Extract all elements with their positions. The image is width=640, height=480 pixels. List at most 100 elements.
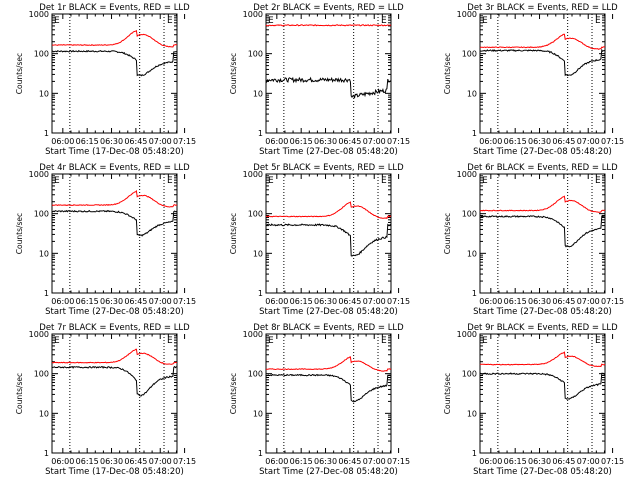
lld-series-line: [479, 33, 606, 50]
y-tick-label: 1000: [457, 10, 477, 19]
x-tick-label: 06:45: [338, 457, 361, 466]
panel-title: Det 2r BLACK = Events, RED = LLD: [253, 3, 404, 13]
x-axis-label: Start Time (17-Dec-08 05:48:20): [45, 147, 184, 157]
event-label: E: [595, 16, 601, 26]
lld-series-line: [51, 348, 178, 365]
y-tick-label: 10: [39, 409, 49, 418]
x-axis-label: Start Time (27-Dec-08 05:48:20): [45, 307, 184, 317]
y-tick-label: 1000: [457, 170, 477, 179]
panel-title: Det 1r BLACK = Events, RED = LLD: [39, 3, 190, 13]
x-tick-label: 06:45: [552, 297, 575, 306]
panel-title: Det 7r BLACK = Events, RED = LLD: [39, 323, 190, 333]
x-tick-label: 06:00: [265, 297, 288, 306]
x-tick-label: 07:15: [173, 137, 196, 146]
event-label: E: [167, 176, 173, 186]
panel-title: Det 9r BLACK = Events, RED = LLD: [467, 323, 618, 333]
x-tick-label: 07:15: [387, 457, 410, 466]
y-tick-label: 100: [248, 370, 263, 379]
event-label: E: [482, 336, 488, 346]
panel-1: Det 1r BLACK = Events, RED = LLD E E 1 10 100…: [15, 3, 196, 157]
panel-title: Det 3r BLACK = Events, RED = LLD: [467, 3, 618, 13]
y-tick-label: 100: [462, 210, 477, 219]
y-tick-label: 1000: [29, 330, 49, 339]
x-tick-label: 06:30: [100, 457, 123, 466]
x-tick-label: 07:15: [387, 297, 410, 306]
x-tick-label: 07:00: [363, 137, 386, 146]
y-axis-label: Counts/sec: [15, 213, 24, 254]
x-axis-label: Start Time (27-Dec-08 05:48:20): [259, 467, 398, 477]
events-series-line: [479, 215, 605, 248]
x-tick-label: 06:00: [479, 457, 502, 466]
x-tick-label: 06:00: [265, 457, 288, 466]
y-axis-label: Counts/sec: [229, 373, 238, 414]
y-tick-label: 10: [253, 409, 263, 418]
y-tick-label: 1000: [457, 330, 477, 339]
x-tick-label: 06:30: [100, 137, 123, 146]
panel-title: Det 4r BLACK = Events, RED = LLD: [39, 163, 190, 173]
panel-8: Det 8r BLACK = Events, RED = LLD E E 1 10 100…: [229, 323, 410, 477]
x-tick-label: 07:15: [173, 457, 196, 466]
events-series-line: [51, 365, 177, 397]
y-tick-label: 10: [467, 249, 477, 258]
y-tick-label: 1000: [243, 10, 263, 19]
y-tick-label: 1: [472, 129, 477, 138]
y-tick-label: 1: [44, 289, 49, 298]
y-tick-label: 1: [44, 129, 49, 138]
event-label: E: [381, 176, 387, 186]
y-axis-label: Counts/sec: [443, 373, 452, 414]
x-tick-label: 06:45: [124, 457, 147, 466]
y-tick-label: 100: [34, 210, 49, 219]
x-tick-label: 06:45: [338, 297, 361, 306]
event-label: E: [54, 176, 60, 186]
x-tick-label: 06:15: [504, 457, 527, 466]
y-tick-label: 1: [258, 129, 263, 138]
event-label: E: [268, 16, 274, 26]
y-tick-label: 100: [462, 50, 477, 59]
panel-9: Det 9r BLACK = Events, RED = LLD E E 1 10 100…: [443, 323, 624, 477]
event-label: E: [54, 336, 60, 346]
lld-series-line: [51, 189, 178, 208]
x-axis-label: Start Time (27-Dec-08 05:48:20): [259, 307, 398, 317]
y-axis-label: Counts/sec: [15, 373, 24, 414]
x-tick-label: 07:15: [173, 297, 196, 306]
x-tick-label: 06:15: [290, 137, 313, 146]
lld-series-line: [265, 356, 392, 372]
panel-5: Det 5r BLACK = Events, RED = LLD E E 1 10 100…: [229, 163, 410, 317]
y-tick-label: 1: [472, 449, 477, 458]
y-tick-label: 1: [472, 289, 477, 298]
x-tick-label: 06:45: [338, 137, 361, 146]
panel-title: Det 8r BLACK = Events, RED = LLD: [253, 323, 404, 333]
x-tick-label: 07:00: [577, 137, 600, 146]
y-tick-label: 100: [34, 50, 49, 59]
x-axis-label: Start Time (27-Dec-08 05:48:20): [473, 307, 612, 317]
x-tick-label: 07:00: [149, 457, 172, 466]
x-tick-label: 06:15: [76, 297, 99, 306]
x-tick-label: 07:00: [363, 297, 386, 306]
event-label: E: [381, 16, 387, 26]
x-tick-label: 06:00: [51, 297, 74, 306]
x-tick-label: 06:45: [552, 457, 575, 466]
y-tick-label: 100: [248, 50, 263, 59]
y-tick-label: 1000: [243, 330, 263, 339]
event-label: E: [595, 336, 601, 346]
event-label: E: [482, 16, 488, 26]
y-tick-label: 10: [467, 409, 477, 418]
y-axis-label: Counts/sec: [229, 213, 238, 254]
x-axis-label: Start Time (27-Dec-08 05:48:20): [473, 147, 612, 157]
panel-2: Det 2r BLACK = Events, RED = LLD E E 1 10 100…: [229, 3, 410, 157]
x-tick-label: 06:30: [314, 137, 337, 146]
lld-series-line: [479, 195, 606, 213]
x-tick-label: 06:00: [51, 457, 74, 466]
plot-frame: [265, 333, 392, 454]
y-tick-label: 10: [39, 89, 49, 98]
x-tick-label: 06:15: [76, 137, 99, 146]
y-tick-label: 1000: [243, 170, 263, 179]
x-tick-label: 06:30: [528, 457, 551, 466]
y-axis-label: Counts/sec: [15, 53, 24, 94]
lld-series-line: [479, 351, 606, 368]
panel-title: Det 6r BLACK = Events, RED = LLD: [467, 163, 618, 173]
x-tick-label: 06:30: [314, 297, 337, 306]
x-tick-label: 06:00: [479, 137, 502, 146]
